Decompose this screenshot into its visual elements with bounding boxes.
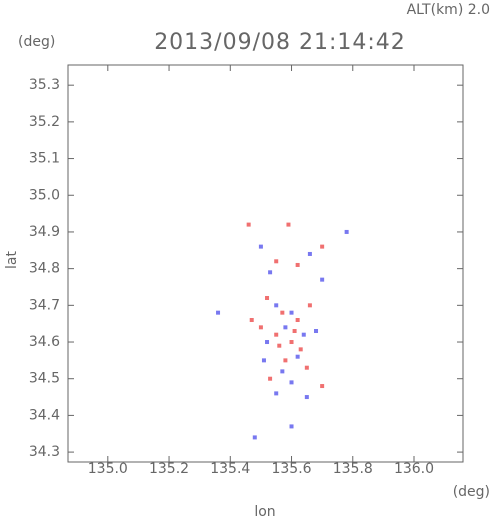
data-point (301, 332, 306, 337)
x-tick-label: 135.6 (271, 461, 311, 477)
data-point (274, 259, 279, 264)
y-axis-label: lat (4, 251, 20, 269)
data-point (320, 384, 325, 389)
data-point (295, 262, 300, 267)
x-tick-label: 135.4 (210, 461, 250, 477)
data-point (304, 365, 309, 370)
data-point (252, 435, 257, 440)
data-point (292, 329, 297, 334)
data-point (274, 391, 279, 396)
y-tick-label: 34.8 (29, 261, 60, 277)
data-point (249, 318, 254, 323)
x-tick-label: 135.2 (149, 461, 189, 477)
x-axis-label: lon (254, 504, 275, 520)
data-point (320, 244, 325, 249)
data-point (289, 340, 294, 345)
altitude-label: ALT(km) 2.0 (407, 2, 490, 18)
data-point (258, 325, 263, 330)
data-point (295, 354, 300, 359)
x-tick-label: 135.8 (333, 461, 373, 477)
y-tick-label: 34.7 (29, 297, 60, 313)
data-point (298, 347, 303, 352)
data-point (289, 380, 294, 385)
data-point (274, 332, 279, 337)
data-point (246, 222, 251, 227)
data-point (289, 310, 294, 315)
data-point (344, 229, 349, 234)
data-point (289, 424, 294, 429)
y-tick-label: 34.6 (29, 334, 60, 350)
x-tick-label: 135.0 (88, 461, 128, 477)
data-point (274, 303, 279, 308)
data-point (216, 310, 221, 315)
data-point (268, 270, 273, 275)
x-tick-label: 136.0 (394, 461, 434, 477)
data-point (304, 395, 309, 400)
y-tick-label: 35.2 (29, 114, 60, 130)
plot-frame (67, 64, 464, 463)
data-point (265, 295, 270, 300)
y-tick-label: 35.0 (29, 187, 60, 203)
data-point (286, 222, 291, 227)
y-tick-label: 35.1 (29, 151, 60, 167)
x-unit: (deg) (453, 484, 490, 500)
y-tick-label: 34.3 (29, 444, 60, 460)
data-point (314, 329, 319, 334)
data-point (265, 340, 270, 345)
chart-title: 2013/09/08 21:14:42 (154, 30, 406, 55)
data-point (320, 277, 325, 282)
data-point (258, 244, 263, 249)
data-point (283, 325, 288, 330)
data-point (295, 318, 300, 323)
data-point (268, 376, 273, 381)
data-point (280, 369, 285, 374)
data-point (261, 358, 266, 363)
y-tick-label: 35.3 (29, 77, 60, 93)
y-unit: (deg) (18, 34, 55, 50)
y-tick-label: 34.4 (29, 407, 60, 423)
data-point (307, 251, 312, 256)
data-point (307, 303, 312, 308)
data-point (283, 358, 288, 363)
y-tick-label: 34.5 (29, 371, 60, 387)
data-point (277, 343, 282, 348)
y-tick-label: 34.9 (29, 224, 60, 240)
data-point (280, 310, 285, 315)
